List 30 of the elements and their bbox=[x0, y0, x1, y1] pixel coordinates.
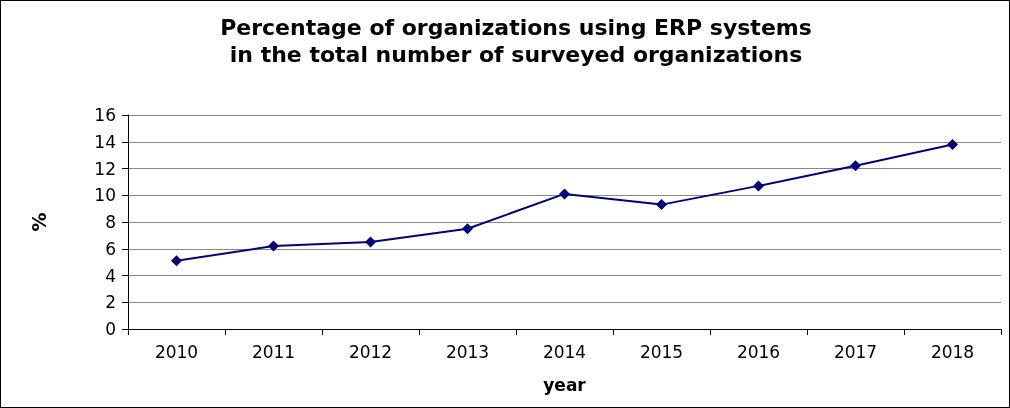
y-tick-label: 12 bbox=[94, 158, 116, 179]
point bbox=[365, 236, 376, 248]
y-tick-label: 8 bbox=[105, 212, 116, 232]
point bbox=[559, 188, 570, 200]
point bbox=[171, 255, 182, 267]
x-tick-label: 2015 bbox=[639, 341, 684, 362]
x-tick-label: 2014 bbox=[542, 341, 587, 362]
y-tick-label: 14 bbox=[94, 131, 116, 152]
x-tick-label: 2012 bbox=[348, 341, 393, 362]
point bbox=[462, 223, 473, 235]
y-tick-label: 16 bbox=[94, 105, 116, 125]
point bbox=[268, 240, 279, 252]
x-tick-label: 2016 bbox=[736, 341, 781, 362]
x-tick-label: 2010 bbox=[154, 341, 199, 362]
point bbox=[656, 199, 667, 211]
point bbox=[947, 138, 958, 150]
x-tick-label: 2013 bbox=[445, 341, 490, 362]
chart-title: Percentage of organizations using ERP systems in the total number of surveyed organizations bbox=[220, 15, 812, 67]
y-tick-label: 6 bbox=[105, 238, 116, 259]
y-tick-label: 10 bbox=[94, 185, 116, 206]
y-tick-label: 4 bbox=[105, 265, 116, 286]
y-tick-label: 0 bbox=[105, 319, 116, 339]
point bbox=[753, 180, 764, 192]
point bbox=[850, 160, 861, 172]
x-tick-label: 2011 bbox=[251, 341, 296, 362]
x-tick-label: 2017 bbox=[833, 341, 878, 362]
y-tick-label: 2 bbox=[105, 292, 116, 313]
x-axis-title: year bbox=[543, 374, 587, 395]
y-axis-title: % bbox=[27, 212, 50, 232]
x-tick-label: 2018 bbox=[930, 341, 975, 362]
